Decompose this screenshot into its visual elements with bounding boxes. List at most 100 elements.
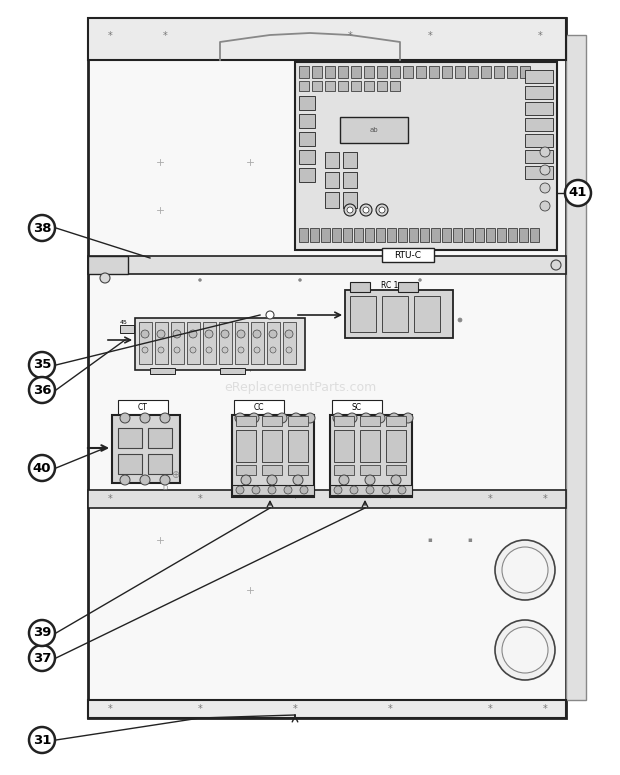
Text: *: *	[388, 494, 392, 504]
Bar	[525, 70, 553, 83]
Bar	[507, 66, 517, 78]
Circle shape	[382, 486, 390, 494]
Text: 37: 37	[33, 652, 51, 664]
Circle shape	[366, 486, 374, 494]
Bar	[343, 228, 352, 242]
Bar	[334, 430, 354, 462]
Bar	[409, 228, 418, 242]
Bar	[360, 465, 380, 475]
Bar	[88, 700, 566, 718]
Circle shape	[206, 347, 212, 353]
Bar	[118, 454, 142, 474]
Bar	[232, 485, 314, 495]
Bar	[464, 228, 473, 242]
Text: *: *	[542, 704, 547, 714]
Bar	[530, 228, 539, 242]
Bar	[364, 81, 374, 91]
Circle shape	[495, 620, 555, 680]
Circle shape	[363, 207, 369, 213]
Text: *: *	[487, 704, 492, 714]
Circle shape	[391, 475, 401, 485]
Bar	[340, 117, 408, 143]
Circle shape	[293, 475, 303, 485]
Bar	[234, 400, 284, 414]
Text: RC 1: RC 1	[381, 281, 399, 290]
Bar	[416, 66, 426, 78]
Bar	[343, 192, 357, 208]
Text: 40: 40	[33, 461, 51, 474]
Bar	[382, 296, 408, 332]
Bar	[376, 228, 385, 242]
Circle shape	[565, 180, 591, 206]
Text: eReplacementParts.com: eReplacementParts.com	[224, 381, 376, 394]
Bar	[386, 416, 406, 426]
Bar	[118, 400, 168, 414]
Bar	[118, 428, 142, 448]
Bar	[288, 465, 308, 475]
Circle shape	[285, 330, 293, 338]
Bar	[88, 18, 566, 60]
Bar	[431, 228, 440, 242]
Bar	[525, 150, 553, 163]
Circle shape	[120, 413, 130, 423]
Circle shape	[277, 413, 287, 423]
Circle shape	[347, 413, 357, 423]
Text: 38: 38	[33, 222, 51, 235]
Bar	[382, 248, 434, 262]
Text: *: *	[487, 494, 492, 504]
Circle shape	[29, 455, 55, 481]
Bar	[299, 114, 315, 128]
Circle shape	[286, 347, 292, 353]
Text: 35: 35	[33, 359, 51, 371]
Circle shape	[268, 486, 276, 494]
Bar	[468, 66, 478, 78]
Bar	[88, 18, 566, 718]
Circle shape	[253, 330, 261, 338]
Circle shape	[284, 486, 292, 494]
Text: 39: 39	[33, 626, 51, 639]
Bar	[330, 485, 412, 495]
Bar	[288, 416, 308, 426]
Circle shape	[189, 330, 197, 338]
Text: CT: CT	[138, 402, 148, 412]
Circle shape	[403, 413, 413, 423]
Circle shape	[241, 475, 251, 485]
Text: *: *	[538, 31, 542, 41]
Text: D: D	[162, 485, 167, 491]
Circle shape	[29, 215, 55, 241]
Bar	[88, 490, 566, 508]
Text: *: *	[348, 31, 352, 41]
Text: *: *	[108, 31, 112, 41]
Bar	[112, 415, 180, 483]
Bar	[525, 134, 553, 147]
Bar	[236, 416, 256, 426]
Circle shape	[221, 330, 229, 338]
Bar	[334, 416, 354, 426]
Bar	[219, 322, 232, 364]
Bar	[135, 318, 305, 370]
Bar	[377, 81, 387, 91]
Bar	[220, 368, 245, 374]
Circle shape	[333, 413, 343, 423]
Bar	[486, 228, 495, 242]
Bar	[299, 96, 315, 110]
Text: *: *	[293, 494, 298, 504]
Circle shape	[540, 165, 550, 175]
Circle shape	[540, 201, 550, 211]
Text: *: *	[388, 704, 392, 714]
Circle shape	[190, 347, 196, 353]
Circle shape	[361, 413, 371, 423]
Bar	[343, 152, 357, 168]
Bar	[350, 282, 370, 292]
Bar	[455, 66, 465, 78]
Circle shape	[418, 278, 422, 281]
Bar	[386, 430, 406, 462]
Bar	[262, 465, 282, 475]
Bar	[267, 322, 280, 364]
Circle shape	[157, 330, 165, 338]
Bar	[321, 228, 330, 242]
Bar	[312, 66, 322, 78]
Circle shape	[100, 273, 110, 283]
Bar	[235, 322, 248, 364]
Circle shape	[334, 486, 342, 494]
